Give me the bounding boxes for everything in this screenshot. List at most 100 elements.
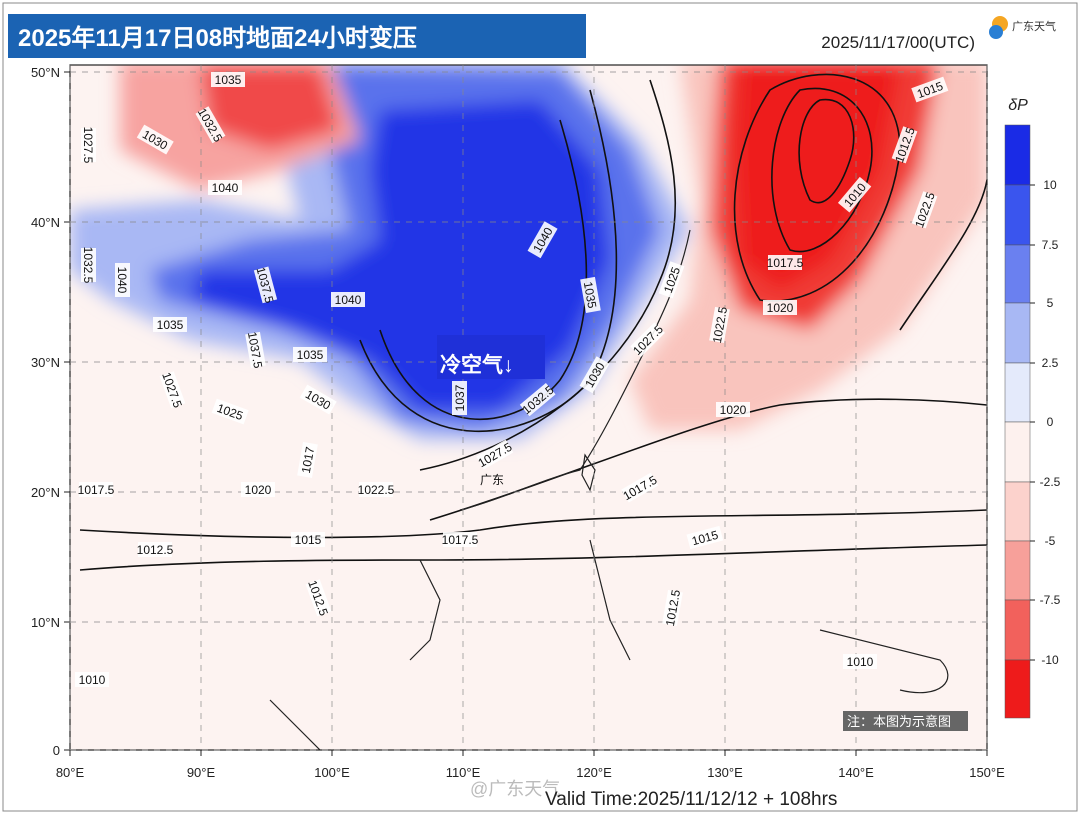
contour-label: 1022.5 — [709, 305, 730, 344]
lat-label: 20°N — [31, 485, 60, 500]
contour-label-box — [662, 589, 683, 626]
contour-label: 1012.5 — [137, 542, 174, 557]
place-label: 广东 — [480, 473, 504, 487]
contour-label: 1037.5 — [245, 331, 266, 370]
contour-label-text: 1035 — [215, 73, 242, 87]
contour-label: 1017.5 — [78, 482, 115, 497]
lon-label: 120°E — [576, 765, 612, 780]
contour-label-box — [305, 579, 332, 617]
colorbar-band — [1004, 540, 1031, 601]
colorbar-tick-label: -5 — [1045, 534, 1056, 548]
logo-icon — [989, 25, 1003, 39]
contour-label: 1020 — [241, 482, 275, 497]
contour-label-text: 1035 — [157, 318, 184, 332]
contour-label-box — [241, 482, 275, 497]
contour-label-text: 1022.5 — [710, 305, 730, 344]
annotation: 冷空气↓ — [440, 353, 514, 377]
colorbar-tick-label: 0 — [1047, 415, 1054, 429]
colorbar-tick-label: -2.5 — [1040, 475, 1061, 489]
contour-label: 1040 — [208, 180, 242, 195]
contour-label-box — [299, 384, 337, 415]
contour-label-box — [245, 331, 266, 368]
contour-label: 1017.5 — [442, 532, 479, 547]
contour-label-box — [580, 276, 601, 313]
contour-label-box — [253, 266, 278, 304]
contour-label: 1017 — [297, 441, 318, 478]
contour-label-text: 1020 — [767, 301, 794, 315]
contour-label-text: 1035 — [581, 281, 599, 310]
contour-label: 1035 — [153, 317, 187, 332]
contour-label-box — [195, 106, 226, 144]
contour-label-box — [686, 525, 724, 550]
title: 2025年11月17日08时地面24小时变压 — [18, 24, 417, 52]
colorbar-band — [1004, 184, 1031, 246]
colorbar-band — [1004, 302, 1031, 364]
contour-label-box — [476, 439, 514, 470]
contour-label-box — [452, 381, 467, 415]
contour-label-box — [911, 191, 938, 229]
contour-label-text: 1035 — [297, 348, 324, 362]
colorbar-tick-label: -7.5 — [1040, 593, 1061, 607]
contour-label-box — [658, 261, 685, 299]
contour-label-text: 1040 — [212, 181, 239, 195]
contour-label-box — [297, 441, 318, 478]
init-time: 2025/11/17/00(UTC) — [821, 33, 975, 52]
contour-label-text: 1037 — [453, 384, 467, 411]
note-box — [843, 711, 968, 731]
logo: 广东天气 — [1012, 19, 1056, 33]
contour-label: 1012.5 — [662, 588, 683, 627]
contour-label-box — [211, 72, 245, 87]
colorbar-band — [1004, 421, 1031, 483]
contour-label: 1022.5 — [358, 482, 395, 497]
lon-label: 110°E — [446, 765, 481, 780]
colorbar-tick-label: 7.5 — [1042, 238, 1059, 252]
contour-label-text: 1020 — [720, 403, 747, 417]
lat-label: 0 — [53, 743, 60, 758]
contour-label-box — [115, 263, 130, 297]
contour-label-text: 1015 — [690, 528, 720, 549]
contour-label-text: 1015 — [295, 533, 322, 547]
contour-label-box — [519, 382, 556, 417]
lat-label: 30°N — [31, 355, 60, 370]
lat-label: 10°N — [31, 615, 60, 630]
contour-label-box — [359, 482, 393, 497]
contour-label-box — [527, 221, 558, 259]
colorbar-tick-label: 10 — [1043, 178, 1057, 192]
contour-label-box — [153, 317, 187, 332]
contour-label-box — [763, 300, 797, 315]
contour-label-text: 1010 — [79, 673, 106, 687]
colorbar-tick-label: -10 — [1041, 653, 1059, 667]
colorbar-band — [1004, 244, 1031, 304]
note: 注：本图为示意图 — [847, 714, 951, 729]
lat-label: 40°N — [31, 215, 60, 230]
contour-label-box — [291, 532, 325, 547]
contour-label-box — [891, 126, 918, 164]
contour-label-box — [75, 672, 109, 687]
valid-time: Valid Time:2025/11/12/12 + 108hrs — [545, 789, 837, 810]
lon-label: 80°E — [56, 765, 85, 780]
contour-label-box — [843, 654, 877, 669]
contour-label: 1015 — [686, 525, 724, 550]
contour-label: 1017.5 — [767, 255, 804, 270]
colorbar-tick-label: 2.5 — [1042, 356, 1059, 370]
contour-label-box — [621, 472, 659, 503]
contour-label-text: 1017.5 — [442, 533, 479, 547]
lat-label: 50°N — [31, 65, 60, 80]
contour-label: 1035 — [580, 276, 601, 313]
colorbar-tick-label: 5 — [1047, 296, 1054, 310]
coastlines — [269, 229, 949, 750]
contour-label-box — [159, 371, 186, 409]
contour-label: 1010 — [843, 654, 877, 669]
contour-label-box — [81, 248, 96, 282]
title-bar — [8, 14, 586, 58]
contour-label: 1035 — [293, 347, 327, 362]
contour-label-box — [768, 255, 802, 270]
contour-label-box — [837, 176, 872, 213]
lon-label: 100°E — [314, 765, 350, 780]
colorbar-band — [1004, 659, 1031, 719]
contour-label-text: 1017.5 — [767, 256, 804, 270]
contour-label-text: 1040 — [115, 267, 129, 294]
contour-label-text: 1017.5 — [78, 483, 115, 497]
contour-label-text: 1020 — [245, 483, 272, 497]
